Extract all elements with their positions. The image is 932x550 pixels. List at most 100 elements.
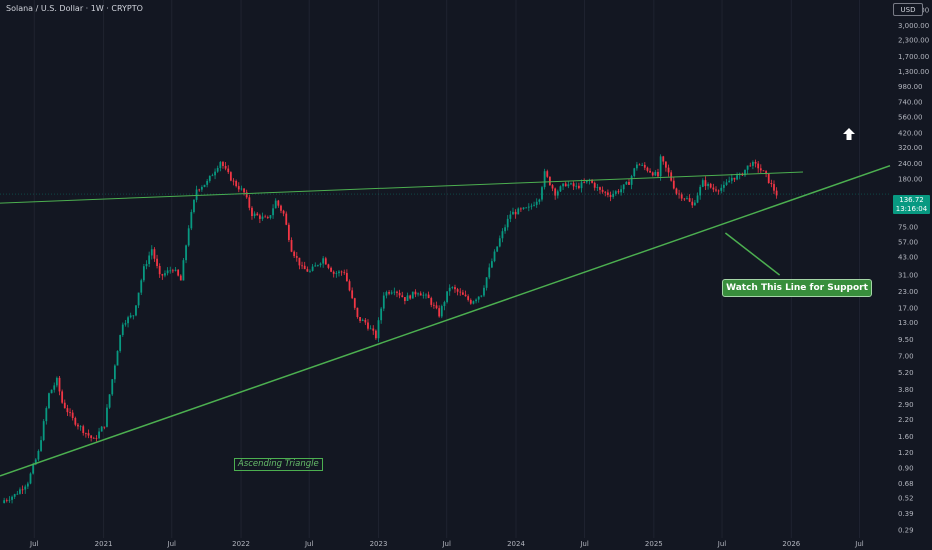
candle-body: [245, 192, 248, 198]
candle-body: [641, 164, 644, 166]
candle-body: [393, 291, 396, 293]
candle-body: [195, 189, 198, 200]
candle-body: [583, 182, 586, 184]
y-tick-label: 31.00: [898, 272, 918, 280]
trendline-resistance: [0, 171, 804, 204]
candle-body: [609, 194, 612, 197]
up-arrow-icon[interactable]: [842, 127, 856, 141]
y-tick-label: 1.60: [898, 433, 914, 441]
candle-body: [164, 273, 166, 276]
candle-body: [185, 245, 187, 261]
candle-body: [63, 402, 66, 409]
candle-body: [71, 412, 74, 419]
candle-body: [285, 213, 288, 225]
candle-body: [264, 216, 267, 218]
candle-body: [749, 165, 752, 167]
support-callout[interactable]: Watch This Line for Support: [722, 279, 872, 297]
candle-body: [630, 176, 633, 185]
candle-body: [744, 169, 746, 176]
candle-body: [32, 464, 35, 474]
candle-body: [564, 183, 567, 187]
candle-body: [504, 227, 506, 232]
candle-body: [111, 379, 114, 395]
candle-body: [69, 412, 71, 413]
candle-body: [733, 177, 736, 180]
last-price-value: 136.72: [899, 196, 924, 204]
candle-body: [282, 210, 285, 214]
candle-body: [628, 181, 630, 185]
candle-body: [103, 426, 106, 428]
candle-body: [538, 199, 541, 202]
y-tick-label: 240.00: [898, 160, 923, 168]
candle-body: [227, 168, 230, 173]
candle-body: [570, 183, 572, 185]
candle-body: [694, 202, 696, 206]
candle-body: [253, 213, 256, 217]
candle-body: [169, 270, 172, 272]
candle-body: [403, 297, 406, 301]
candle-body: [715, 189, 717, 191]
y-tick-label: 740.00: [898, 98, 923, 106]
candle-body: [614, 191, 617, 194]
candle-body: [696, 195, 699, 203]
candle-body: [683, 198, 686, 200]
candle-body: [401, 295, 404, 298]
candle-body: [422, 294, 425, 296]
candle-body: [303, 265, 306, 270]
currency-selector[interactable]: USD: [893, 3, 923, 16]
candle-body: [314, 265, 317, 267]
candle-body: [150, 249, 153, 256]
candle-body: [599, 187, 601, 190]
candle-body: [622, 184, 625, 190]
candle-body: [121, 324, 124, 336]
candle-body: [543, 171, 546, 188]
candle-body: [456, 289, 459, 292]
candle-body: [559, 186, 562, 192]
candle-body: [274, 200, 277, 209]
candle-body: [541, 187, 543, 200]
candle-body: [19, 489, 21, 494]
candle-body: [440, 306, 443, 317]
candle-body: [736, 175, 738, 180]
candle-body: [248, 197, 251, 208]
candle-body: [214, 171, 216, 176]
candle-body: [414, 291, 417, 295]
candle-body: [411, 291, 414, 299]
candle-body: [675, 188, 678, 194]
candle-body: [338, 271, 340, 274]
y-tick-label: 3.80: [898, 386, 914, 394]
candle-body: [643, 164, 646, 168]
y-tick-label: 1,700.00: [898, 53, 929, 61]
candle-body: [61, 391, 64, 403]
candle-body: [580, 182, 583, 189]
candle-body: [757, 163, 760, 169]
candle-body: [216, 167, 219, 172]
candle-body: [48, 393, 50, 409]
candle-body: [572, 183, 575, 187]
candle-body: [367, 322, 369, 329]
x-tick-label: 2021: [95, 540, 113, 548]
pattern-label[interactable]: Ascending Triangle: [234, 458, 323, 471]
candle-body: [657, 171, 659, 177]
candle-body: [533, 204, 535, 206]
trendline-callout-pointer: [724, 232, 781, 276]
candle-body: [311, 266, 314, 271]
candle-body: [633, 168, 636, 177]
candle-body: [211, 175, 214, 177]
candle-body: [119, 335, 122, 351]
candle-body: [34, 459, 37, 465]
candle-body: [177, 269, 180, 276]
candle-body: [237, 186, 240, 190]
candle-body: [232, 180, 235, 182]
candle-body: [95, 438, 98, 439]
candle-body: [519, 208, 522, 210]
candle-body: [438, 308, 441, 317]
candle-body: [688, 198, 691, 202]
candle-body: [153, 249, 156, 259]
candle-body: [725, 182, 728, 185]
candle-body: [646, 167, 649, 171]
candle-body: [335, 273, 338, 274]
candle-body: [142, 266, 145, 281]
